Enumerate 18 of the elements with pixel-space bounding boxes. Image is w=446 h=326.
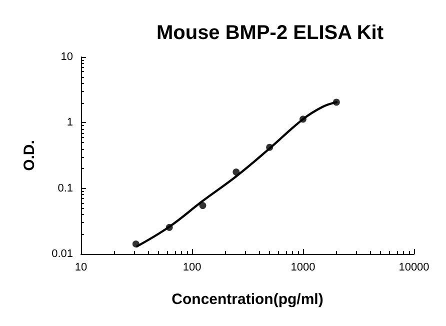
point (232, 168, 240, 176)
point (266, 144, 274, 151)
x-tick-label: 10000 (398, 262, 430, 274)
y-axis-title: O.D. (21, 140, 38, 171)
y-tick-label: 0.01 (52, 248, 73, 260)
point (332, 98, 340, 106)
y-tick-label: 0.1 (58, 182, 73, 194)
y-tick-label: 1 (66, 116, 73, 129)
point (132, 240, 140, 248)
x-tick-label: 1000 (290, 262, 316, 274)
chart-title: Mouse BMP-2 ELISA Kit (156, 22, 384, 44)
x-tick-label: 100 (182, 262, 202, 274)
point (199, 202, 206, 210)
x-tick-label: 10 (74, 262, 88, 274)
x-axis-title: Concentration(pg/ml) (172, 291, 324, 308)
point (300, 116, 306, 123)
y-tick-label: 10 (60, 51, 73, 63)
point (166, 224, 173, 231)
